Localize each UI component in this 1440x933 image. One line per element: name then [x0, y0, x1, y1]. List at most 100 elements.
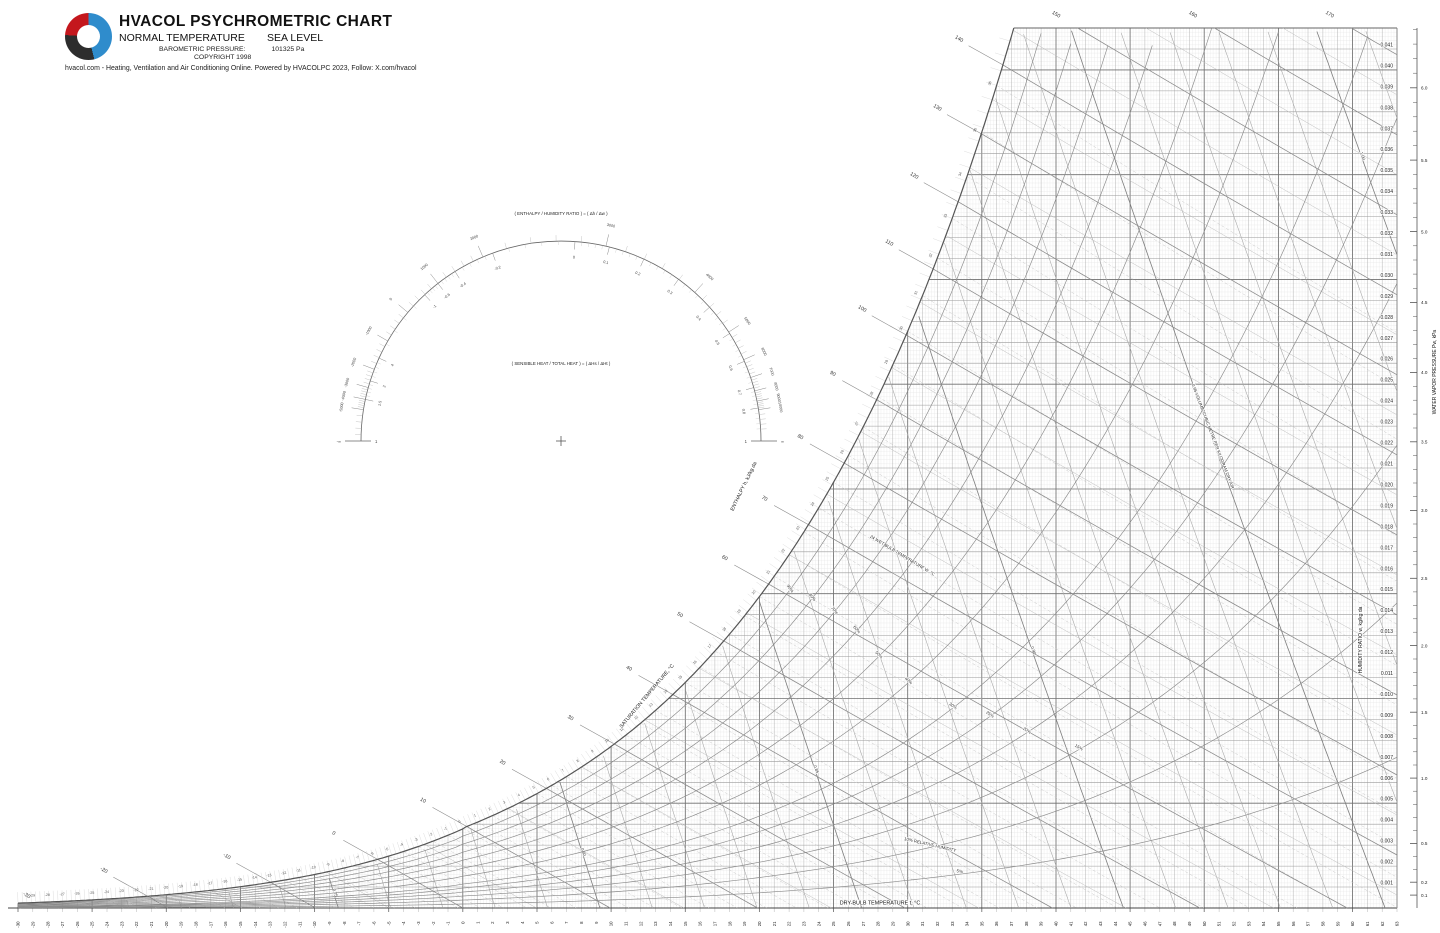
- svg-text:34: 34: [958, 172, 963, 177]
- svg-text:28: 28: [869, 391, 874, 396]
- svg-text:0.014: 0.014: [1380, 608, 1393, 614]
- svg-text:10: 10: [604, 738, 610, 744]
- svg-text:0: 0: [458, 820, 462, 824]
- svg-text:14: 14: [668, 921, 673, 926]
- svg-text:43: 43: [1098, 921, 1103, 926]
- svg-text:18: 18: [722, 627, 728, 633]
- svg-text:-23: -23: [119, 921, 124, 928]
- svg-text:-10: -10: [222, 852, 232, 861]
- svg-text:70%: 70%: [830, 606, 839, 616]
- svg-text:-5000: -5000: [339, 402, 344, 412]
- svg-text:0.002: 0.002: [1380, 860, 1393, 866]
- svg-text:0.013: 0.013: [1380, 629, 1393, 635]
- svg-text:-16: -16: [223, 921, 228, 928]
- svg-text:0.035: 0.035: [1380, 168, 1393, 174]
- svg-text:36: 36: [994, 921, 999, 926]
- svg-text:25: 25: [825, 476, 830, 481]
- svg-text:29: 29: [884, 359, 889, 364]
- svg-text:-17: -17: [207, 881, 213, 886]
- svg-text:6: 6: [549, 921, 554, 924]
- svg-text:33: 33: [950, 921, 955, 926]
- svg-text:-12: -12: [283, 921, 288, 928]
- svg-text:-26: -26: [74, 891, 79, 895]
- svg-text:20: 20: [757, 921, 762, 926]
- svg-text:0.3: 0.3: [666, 289, 673, 295]
- svg-text:9: 9: [590, 749, 594, 753]
- svg-text:0.018: 0.018: [1380, 524, 1393, 530]
- svg-text:2.5: 2.5: [1421, 576, 1428, 581]
- svg-text:0.029: 0.029: [1380, 294, 1393, 300]
- svg-text:-24: -24: [104, 890, 109, 894]
- svg-text:40%: 40%: [904, 676, 914, 686]
- svg-text:-21: -21: [149, 921, 154, 928]
- svg-text:15: 15: [683, 921, 688, 926]
- svg-text:60: 60: [1350, 921, 1355, 926]
- svg-text:170: 170: [1324, 10, 1335, 20]
- svg-text:-0.4: -0.4: [459, 282, 467, 289]
- svg-text:50: 50: [1202, 921, 1207, 926]
- dry-bulb-axis: -30 -29 -28 -27 -26 -25 -24 -23 -22 -21 -20 -19 -18-…: [16, 900, 1400, 928]
- svg-text:50: 50: [676, 611, 684, 619]
- svg-text:0.005: 0.005: [1380, 797, 1393, 803]
- svg-text:58: 58: [1321, 921, 1326, 926]
- svg-text:150: 150: [1051, 10, 1062, 20]
- svg-text:35: 35: [979, 921, 984, 926]
- svg-text:-∞: -∞: [337, 439, 341, 444]
- chart-subtitle-temperature: NORMAL TEMPERATURE: [119, 32, 245, 44]
- svg-text:0.033: 0.033: [1380, 210, 1393, 216]
- hvacol-logo: [65, 13, 112, 60]
- svg-text:50%: 50%: [874, 650, 884, 660]
- svg-text:2: 2: [490, 921, 495, 924]
- svg-text:0.5: 0.5: [1421, 841, 1428, 846]
- svg-text:13: 13: [653, 921, 658, 926]
- svg-text:( SENSIBLE HEAT / TOTAL HEAT ): ( SENSIBLE HEAT / TOTAL HEAT ) = ( ΔHs /…: [512, 361, 611, 366]
- svg-text:24: 24: [816, 921, 821, 926]
- svg-text:7000: 7000: [768, 367, 774, 376]
- svg-text:6: 6: [546, 777, 550, 781]
- svg-text:27: 27: [861, 921, 866, 926]
- svg-text:-14: -14: [251, 875, 257, 880]
- svg-text:0.016: 0.016: [1380, 566, 1393, 572]
- chart-title: HVACOL PSYCHROMETRIC CHART: [119, 13, 393, 30]
- svg-text:-8: -8: [341, 859, 345, 864]
- svg-text:70: 70: [760, 495, 768, 503]
- svg-text:32: 32: [935, 921, 940, 926]
- svg-text:-2: -2: [429, 832, 433, 837]
- svg-text:49: 49: [1187, 921, 1192, 926]
- svg-text:1: 1: [375, 439, 378, 444]
- svg-text:4: 4: [517, 793, 521, 797]
- svg-text:21: 21: [772, 921, 777, 926]
- svg-text:36: 36: [987, 81, 992, 86]
- svg-text:-9: -9: [326, 862, 330, 867]
- svg-text:0.039: 0.039: [1380, 84, 1393, 90]
- svg-text:5.0: 5.0: [1421, 229, 1428, 234]
- svg-text:-28: -28: [45, 893, 50, 897]
- svg-text:ENTHALPY h, kJ/kg da: ENTHALPY h, kJ/kg da: [730, 461, 759, 512]
- svg-text:80%: 80%: [808, 592, 817, 602]
- svg-text:-29: -29: [30, 921, 35, 928]
- svg-text:-20: -20: [99, 866, 109, 875]
- copyright: COPYRIGHT 1998: [194, 54, 252, 61]
- svg-text:5%: 5%: [956, 868, 963, 874]
- saturation-curve: -29 -28 -27 -26 -25 -24 -23 -22 -21 -20 -19 -18 -17-…: [17, 27, 1015, 904]
- svg-text:∞: ∞: [781, 439, 784, 444]
- svg-text:0.7: 0.7: [737, 389, 742, 395]
- svg-text:23: 23: [795, 525, 801, 531]
- svg-text:-1: -1: [432, 304, 437, 309]
- svg-text:42: 42: [1083, 921, 1088, 926]
- svg-text:0.028: 0.028: [1380, 315, 1393, 321]
- svg-text:140: 140: [954, 34, 965, 44]
- svg-text:60: 60: [720, 554, 728, 562]
- svg-text:35: 35: [973, 127, 978, 132]
- svg-text:57: 57: [1306, 921, 1311, 926]
- svg-text:-2000: -2000: [350, 357, 357, 368]
- svg-text:0.2: 0.2: [1421, 880, 1428, 885]
- svg-text:-30: -30: [16, 921, 21, 928]
- svg-text:8000: 8000: [773, 382, 779, 391]
- svg-text:33: 33: [943, 213, 948, 218]
- svg-text:17: 17: [713, 921, 718, 926]
- svg-text:26: 26: [846, 921, 851, 926]
- svg-text:12: 12: [638, 921, 643, 926]
